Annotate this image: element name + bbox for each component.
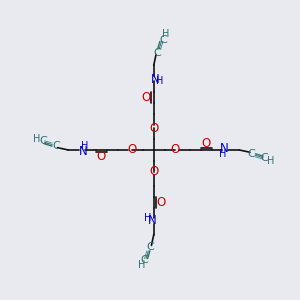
Text: O: O (128, 143, 137, 157)
Text: N: N (79, 145, 87, 158)
Text: H: H (267, 156, 274, 166)
Text: H: H (162, 29, 170, 40)
Text: H: H (138, 260, 145, 271)
Text: O: O (149, 122, 158, 135)
Text: C: C (159, 35, 167, 45)
Text: O: O (149, 165, 158, 178)
Text: N: N (148, 214, 157, 226)
Text: N: N (220, 142, 229, 155)
Text: H: H (144, 214, 151, 224)
Text: O: O (202, 136, 211, 149)
Text: C: C (248, 149, 255, 159)
Text: H: H (33, 134, 40, 144)
Text: H: H (81, 141, 88, 151)
Text: H: H (156, 76, 164, 86)
Text: N: N (151, 74, 160, 86)
Text: H: H (219, 149, 227, 159)
Text: O: O (97, 150, 106, 164)
Text: C: C (141, 255, 148, 265)
Text: C: C (39, 136, 47, 146)
Text: C: C (52, 141, 60, 151)
Text: O: O (157, 196, 166, 209)
Text: O: O (171, 143, 180, 157)
Text: C: C (261, 153, 268, 164)
Text: C: C (146, 242, 154, 252)
Text: C: C (154, 48, 161, 58)
Text: O: O (141, 91, 151, 104)
